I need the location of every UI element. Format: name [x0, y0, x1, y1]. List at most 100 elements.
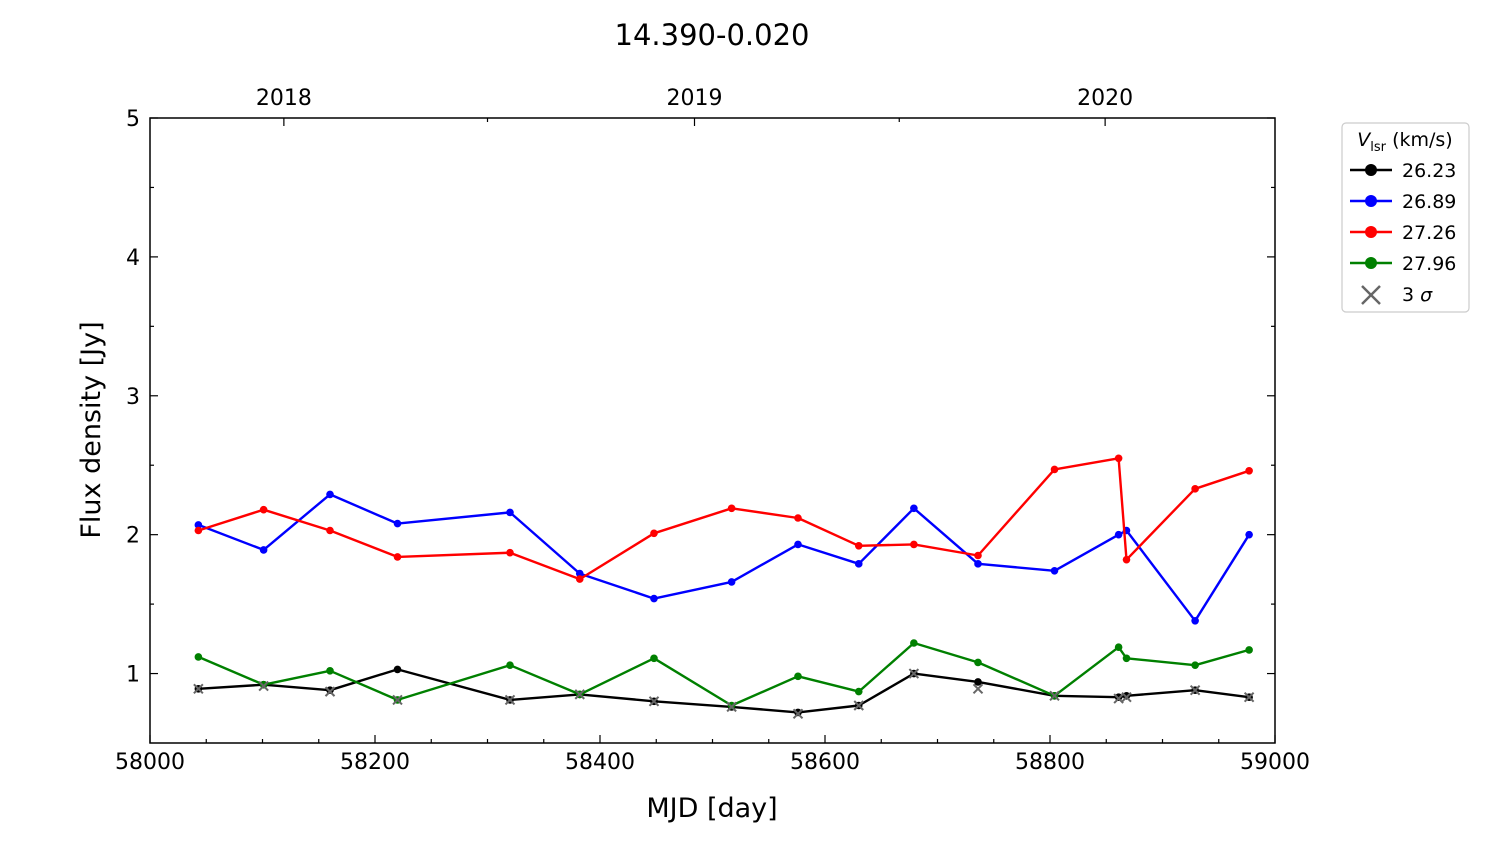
top-axis-year-label: 2018 [256, 86, 312, 111]
legend-sigma-number: 3 [1402, 284, 1414, 306]
sigma3-marker-stroke [1049, 690, 1060, 701]
data-point-27.96 [1122, 654, 1131, 663]
plot-frame [149, 117, 1276, 744]
x-tick-label: 58600 [790, 750, 860, 775]
data-point-27.26 [506, 548, 514, 557]
sigma3-marker [908, 668, 920, 679]
data-point-26.89 [1191, 616, 1199, 625]
data-point-26.89 [575, 569, 584, 578]
sigma3-marker-stroke [1243, 691, 1255, 703]
data-point-26.23 [974, 678, 982, 686]
legend-marker-27.26 [1365, 226, 1377, 238]
y-tick-label: 1 [126, 663, 140, 688]
y-tick-label: 4 [126, 246, 140, 271]
data-point-27.96 [650, 654, 658, 663]
data-point-26.89 [1114, 530, 1123, 539]
data-point-27.26 [727, 504, 736, 513]
sigma3-marker-stroke [853, 700, 864, 711]
legend-entry: 26.89 [1350, 191, 1456, 213]
data-point-27.26 [1114, 454, 1123, 463]
legend-title-symbol: V [1357, 129, 1372, 151]
sigma3-marker [392, 694, 403, 706]
series-line-26.89 [197, 493, 1251, 622]
chart-title: 14.390-0.020 [615, 18, 810, 52]
data-point-27.96 [974, 658, 982, 667]
sigma3-marker-stroke [648, 696, 660, 707]
data-point-27.96 [794, 672, 802, 681]
axis-ticks [149, 117, 1276, 743]
data-point-27.26 [575, 575, 584, 583]
data-point-27.26 [1050, 465, 1059, 474]
data-point-26.89 [259, 546, 268, 554]
data-point-26.89 [794, 540, 802, 549]
sigma3-marker-stroke [324, 686, 336, 697]
legend-entry: 27.96 [1350, 253, 1456, 275]
sigma3-marker-stroke [574, 689, 585, 700]
sigma3-marker [853, 700, 864, 711]
sigma3-marker [972, 683, 984, 695]
data-point-26.89 [1050, 566, 1059, 575]
sigma3-marker [1121, 691, 1132, 703]
data-point-26.89 [326, 490, 334, 499]
legend: Vlsr (km/s) 26.23 26.89 27.26 27.96 3 σ [1341, 122, 1470, 313]
series-line-27.26 [198, 457, 1250, 581]
data-point-27.26 [854, 541, 863, 550]
sigma3-marker [574, 689, 585, 700]
data-point-27.26 [393, 553, 402, 561]
data-point-27.96 [1191, 661, 1199, 670]
sigma3-marker [792, 708, 804, 720]
data-point-26.89 [910, 504, 918, 513]
sigma3-marker [504, 694, 516, 706]
legend-entries: 26.23 26.89 27.26 27.96 [1350, 160, 1456, 275]
legend-title: Vlsr (km/s) [1357, 129, 1452, 155]
y-axis-label: Flux density [Jy] [76, 321, 107, 538]
data-point-26.89 [727, 578, 736, 586]
legend-entry-3sigma: 3 σ [1361, 284, 1433, 306]
data-point-26.89 [974, 560, 982, 568]
sigma3-marker-stroke [792, 708, 804, 720]
data-point-27.26 [194, 526, 203, 535]
sigma3-marker-stroke [1113, 693, 1124, 704]
sigma3-marker [726, 701, 737, 713]
data-point-26.89 [1245, 530, 1253, 539]
x-axis-label: MJD [day] [646, 793, 777, 824]
data-point-27.26 [974, 551, 982, 560]
data-point-26.89 [393, 519, 402, 528]
data-point-27.96 [194, 653, 203, 661]
data-point-27.26 [910, 540, 918, 549]
plot-series [193, 454, 1255, 720]
data-point-27.96 [910, 639, 918, 647]
data-point-27.96 [506, 661, 514, 670]
sigma3-marker-stroke [1121, 691, 1132, 703]
top-axis-year-labels: 2018 2019 2020 [256, 86, 1133, 111]
sigma3-marker-stroke [726, 701, 737, 713]
sigma3-marker-stroke [908, 668, 920, 679]
y-tick-label: 3 [126, 385, 140, 410]
sigma3-marker [1049, 690, 1060, 701]
legend-label: 26.23 [1402, 160, 1456, 182]
data-point-27.96 [1245, 646, 1253, 654]
data-point-26.89 [650, 594, 658, 603]
x-tick-label: 58400 [565, 750, 635, 775]
sigma3-marker-stroke [392, 694, 403, 706]
legend-marker-3sigma [1361, 285, 1381, 305]
legend-sigma-symbol: σ [1420, 284, 1433, 306]
legend-marker-26.89 [1365, 195, 1377, 207]
data-point-27.26 [1122, 555, 1131, 564]
y-tick-label: 2 [126, 524, 140, 549]
data-point-27.96 [1114, 643, 1123, 651]
sigma3-marker [193, 683, 204, 695]
sigma3-marker [1189, 685, 1201, 696]
data-point-27.26 [1245, 466, 1253, 475]
sigma3-marker-stroke [193, 683, 204, 695]
x-tick-label: 58800 [1015, 750, 1085, 775]
data-point-27.26 [650, 529, 658, 538]
data-point-27.26 [1191, 485, 1199, 493]
legend-marker-27.96 [1365, 257, 1377, 269]
sigma3-marker [324, 686, 336, 697]
sigma3-marker [1243, 691, 1255, 703]
legend-label-3sigma: 3 σ [1402, 284, 1433, 306]
x-tick-label: 59000 [1240, 750, 1310, 775]
x-tick-label: 58200 [340, 750, 410, 775]
